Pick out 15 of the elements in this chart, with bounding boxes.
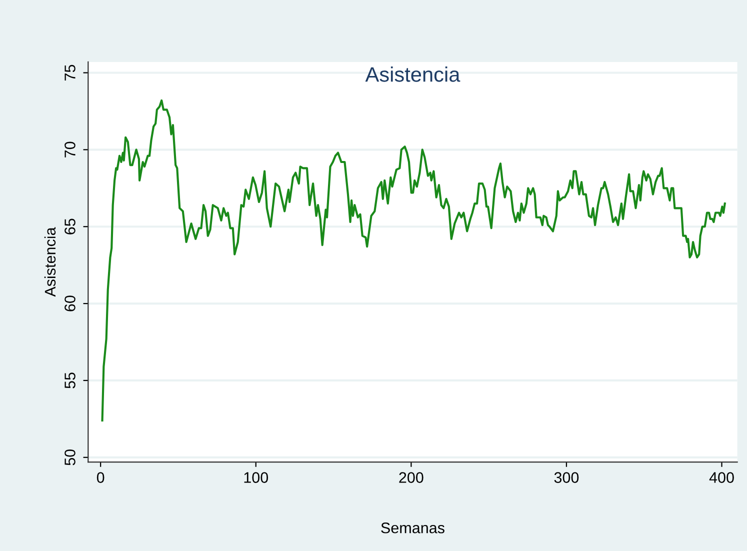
line-series [101, 99, 726, 422]
y-tick-label: 65 [64, 218, 76, 234]
x-tick-label: 400 [709, 472, 734, 483]
y-tick-label: 60 [64, 296, 76, 312]
y-tick-label: 75 [64, 64, 76, 80]
x-tick-label: 100 [244, 472, 268, 483]
y-tick-label: 70 [64, 142, 76, 158]
x-axis-title: Semanas [381, 522, 444, 534]
x-tick-label: 300 [554, 472, 579, 483]
x-tick-label: 200 [399, 472, 424, 483]
chart-title: Asistencia [365, 66, 460, 82]
y-axis-title: Asistencia [44, 227, 56, 297]
y-tick-label: 50 [64, 450, 76, 466]
y-tick-label: 55 [64, 372, 76, 388]
x-tick-label: 0 [96, 472, 104, 483]
